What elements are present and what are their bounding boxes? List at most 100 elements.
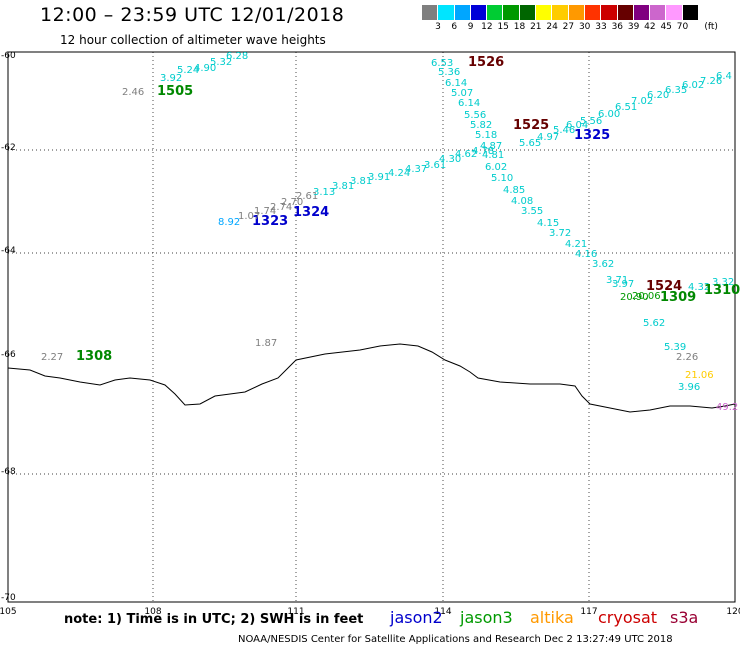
- legend-swatch: [454, 5, 471, 20]
- wave-height-label: 4.08: [511, 196, 533, 207]
- wave-height-label: 2.46: [122, 87, 144, 98]
- legend-swatch: [682, 5, 700, 20]
- lon-tick-label: 117: [580, 607, 597, 617]
- lon-tick-label: 108: [144, 607, 161, 617]
- footer-note: note: 1) Time is in UTC; 2) SWH is in fe…: [64, 612, 364, 627]
- wave-height-label: 5.46: [553, 125, 575, 136]
- wave-height-label: 3.32: [712, 277, 734, 288]
- wave-height-label: 3.55: [521, 206, 543, 217]
- pass-id-label: 1325: [574, 128, 610, 143]
- wave-height-label: 1.74: [254, 206, 276, 217]
- wave-height-label: 4.78: [472, 146, 494, 157]
- legend-label: 3: [435, 22, 441, 32]
- legend-swatch: [584, 5, 602, 20]
- legend-label: 12: [481, 22, 493, 32]
- wave-height-label: 6.20: [647, 90, 669, 101]
- satellite-jason2: jason2: [390, 608, 443, 627]
- satellite-cryosat: cryosat: [598, 608, 658, 627]
- legend-label: 6: [451, 22, 458, 32]
- wave-height-label: 5.32: [210, 57, 232, 68]
- legend-swatch: [633, 5, 651, 20]
- wave-height-label: 5.24: [177, 65, 199, 76]
- lon-tick-label: 120: [726, 607, 740, 617]
- wave-height-label: 3.13: [313, 187, 335, 198]
- wave-height-label: 7.26: [700, 76, 722, 87]
- legend-swatch: [552, 5, 569, 20]
- wave-height-label: 3.97: [612, 279, 634, 290]
- legend-label: 36: [611, 22, 624, 32]
- page-subtitle: 12 hour collection of altimeter wave hei…: [60, 33, 326, 47]
- wave-height-label: 3.62: [592, 259, 614, 270]
- wave-height-label: 4.62: [455, 149, 477, 160]
- wave-height-label: 2.26: [676, 352, 698, 363]
- wave-height-label: 4.81: [482, 150, 504, 161]
- lon-tick-label: 114: [434, 607, 451, 617]
- legend-swatch: [536, 5, 553, 20]
- legend-unit: (ft): [704, 22, 718, 32]
- wave-height-label: 5.39: [664, 342, 686, 353]
- legend-label: 39: [627, 22, 640, 32]
- wave-height-label: 6.14: [458, 98, 480, 109]
- axis-labels: 105 108 111 114 117 120 -60 -62 -64 -66 -68 -70: [0, 51, 740, 617]
- wave-height-label: 4.30: [439, 154, 461, 165]
- wave-height-label: 6.14: [445, 78, 467, 89]
- page-title: 12:00 – 23:59 UTC 12/01/2018: [40, 4, 345, 26]
- wave-height-label: 2.27: [41, 352, 63, 363]
- wave-height-label: 5.56: [464, 110, 486, 121]
- pass-id-label: 1324: [293, 205, 329, 220]
- wave-height-label: 5.65: [519, 138, 541, 149]
- wave-height-label: 4.90: [194, 63, 216, 74]
- pass-id-label: 1310: [704, 283, 740, 298]
- pass-labels: 1505 2.46 3.925.244.905.326.28 1526 6.535.36…: [41, 51, 740, 413]
- legend-swatch: [487, 5, 504, 20]
- legend-label: 70: [676, 22, 689, 32]
- pass-id-label: 1525: [513, 118, 549, 133]
- wave-height-label: 7.02: [631, 96, 653, 107]
- legend-label: 33: [595, 22, 607, 32]
- legend-label: 18: [513, 22, 526, 32]
- coastline: [7, 343, 736, 413]
- pass-id-label: 1323: [252, 214, 288, 229]
- lat-tick-label: -66: [1, 350, 16, 360]
- wave-height-label: 5.36: [438, 67, 460, 78]
- wave-height-label: 4.37: [405, 164, 427, 175]
- legend-swatch: [617, 5, 634, 20]
- pass-id-label: 1524: [646, 279, 682, 294]
- pass-id-label: 1309: [660, 290, 696, 305]
- wave-height-label: 21.06: [685, 370, 714, 381]
- wave-height-label: 6.02: [682, 80, 704, 91]
- wave-height-label: 49.2: [716, 402, 738, 413]
- satellite-jason3: jason3: [460, 608, 513, 627]
- wave-height-label: 3.72: [549, 228, 571, 239]
- wave-height-label: 20.06: [632, 291, 661, 302]
- wave-height-label: 5.82: [470, 120, 492, 131]
- lon-tick-label: 105: [0, 607, 17, 617]
- wave-height-label: 6.02: [485, 162, 507, 173]
- wave-height-label: 4.15: [537, 218, 559, 229]
- lon-tick-label: 111: [287, 607, 304, 617]
- wave-height-label: 3.71: [606, 275, 628, 286]
- legend-swatch: [568, 5, 585, 20]
- wave-height-label: 4.32: [688, 282, 710, 293]
- wave-height-label: 4.24: [388, 168, 410, 179]
- wave-height-label: 4.16: [575, 249, 597, 260]
- wave-height-label: 4.21: [565, 239, 587, 250]
- wave-height-label: 3.96: [678, 382, 700, 393]
- wave-height-label: 3.81: [332, 181, 354, 192]
- wave-height-label: 3.61: [424, 160, 446, 171]
- legend-swatch: [503, 5, 520, 20]
- wave-height-label: 8.92: [218, 217, 240, 228]
- wave-height-label: 5.10: [491, 173, 513, 184]
- wave-height-label: 5.56: [580, 116, 602, 127]
- wave-height-label: 4.85: [503, 185, 525, 196]
- wave-height-label: 6.4: [716, 71, 732, 82]
- legend-label: 9: [467, 22, 474, 32]
- footer-credit: NOAA/NESDIS Center for Satellite Applica…: [238, 634, 673, 645]
- color-legend: [422, 5, 700, 20]
- wave-height-label: 5.07: [451, 88, 473, 99]
- lat-tick-label: -68: [1, 467, 16, 477]
- wave-height-label: 6.04: [566, 120, 588, 131]
- map-frame: [7, 51, 736, 603]
- wave-height-label: 20.90: [620, 292, 649, 303]
- legend-label: 24: [546, 22, 558, 32]
